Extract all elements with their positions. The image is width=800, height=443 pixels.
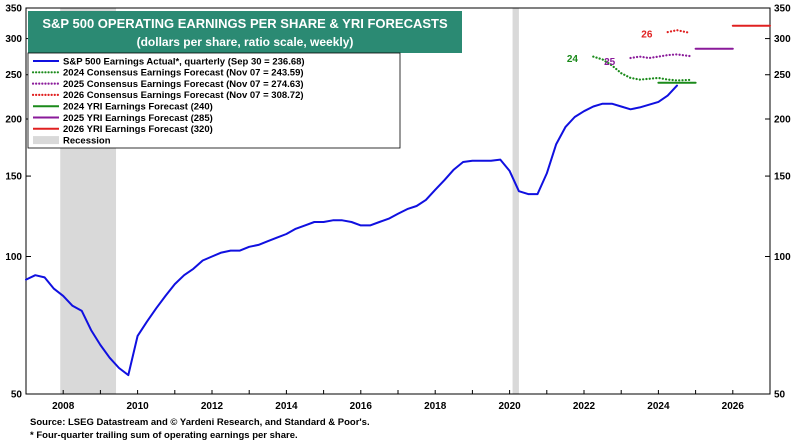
y-tick-label-left: 50: [11, 390, 23, 401]
annotation-label-3: 26: [641, 29, 653, 40]
y-tick-label-left: 100: [5, 252, 22, 263]
legend-label-8: Recession: [63, 135, 111, 146]
x-tick-label: 2024: [647, 401, 670, 412]
y-tick-label-left: 300: [5, 34, 22, 45]
legend-label-6: 2025 YRI Earnings Forecast (285): [63, 113, 213, 124]
y-tick-label-left: 200: [5, 115, 22, 126]
annotation-label-2: 25: [604, 57, 616, 68]
x-tick-label: 2014: [275, 401, 298, 412]
title-block: S&P 500 OPERATING EARNINGS PER SHARE & Y…: [28, 11, 462, 53]
chart-title: S&P 500 OPERATING EARNINGS PER SHARE & Y…: [42, 16, 448, 31]
legend-label-2: 2024 Consensus Earnings Forecast (Nov 07…: [63, 68, 304, 79]
legend-swatch-8: [33, 136, 59, 145]
annotation-label-1: 24: [567, 54, 579, 65]
annotations: 24 25 26: [567, 29, 653, 68]
chart-subtitle: (dollars per share, ratio scale, weekly): [137, 35, 354, 49]
axes: 50 50 100 100 150 150 200 200 250 250 300 300 350 350…: [5, 4, 791, 413]
x-tick-label: 2022: [573, 401, 596, 412]
footnote-source: Source: LSEG Datastream and © Yardeni Re…: [30, 417, 370, 428]
series-line-1: [25, 84, 678, 377]
x-tick-label: 2020: [498, 401, 521, 412]
x-tick-label: 2012: [201, 401, 224, 412]
legend-label-3: 2025 Consensus Earnings Forecast (Nov 07…: [63, 79, 304, 90]
x-tick-label: 2008: [52, 401, 75, 412]
x-tick-label: 2026: [722, 401, 745, 412]
legend-label-7: 2026 YRI Earnings Forecast (320): [63, 124, 213, 135]
y-tick-label-right: 300: [774, 34, 791, 45]
y-tick-label-right: 250: [774, 70, 791, 81]
series-line-4: [666, 29, 692, 35]
x-tick-label: 2016: [350, 401, 373, 412]
series-line-2: [592, 55, 692, 82]
y-tick-label-left: 350: [5, 4, 22, 15]
y-tick-label-left: 250: [5, 70, 22, 81]
y-tick-label-right: 150: [774, 172, 791, 183]
y-tick-label-right: 100: [774, 252, 791, 263]
footnote-definition: * Four-quarter trailing sum of operating…: [30, 430, 298, 441]
legend-label-1: S&P 500 Earnings Actual*, quarterly (Sep…: [63, 56, 305, 67]
legend-box: [27, 52, 401, 149]
series-line-3: [629, 53, 692, 60]
series-lines: [25, 24, 771, 377]
x-tick-label: 2010: [126, 401, 149, 412]
y-tick-label-right: 350: [774, 4, 791, 15]
legend-label-5: 2024 YRI Earnings Forecast (240): [63, 102, 213, 113]
y-tick-label-left: 150: [5, 172, 22, 183]
x-tick-label: 2018: [424, 401, 447, 412]
recession-band-2: [512, 8, 519, 394]
legend: S&P 500 Earnings Actual*, quarterly (Sep…: [27, 52, 401, 149]
title-background: [28, 11, 462, 53]
y-tick-label-right: 200: [774, 115, 791, 126]
y-tick-label-right: 50: [774, 390, 786, 401]
footnotes: Source: LSEG Datastream and © Yardeni Re…: [30, 417, 370, 441]
legend-label-4: 2026 Consensus Earnings Forecast (Nov 07…: [63, 90, 304, 101]
